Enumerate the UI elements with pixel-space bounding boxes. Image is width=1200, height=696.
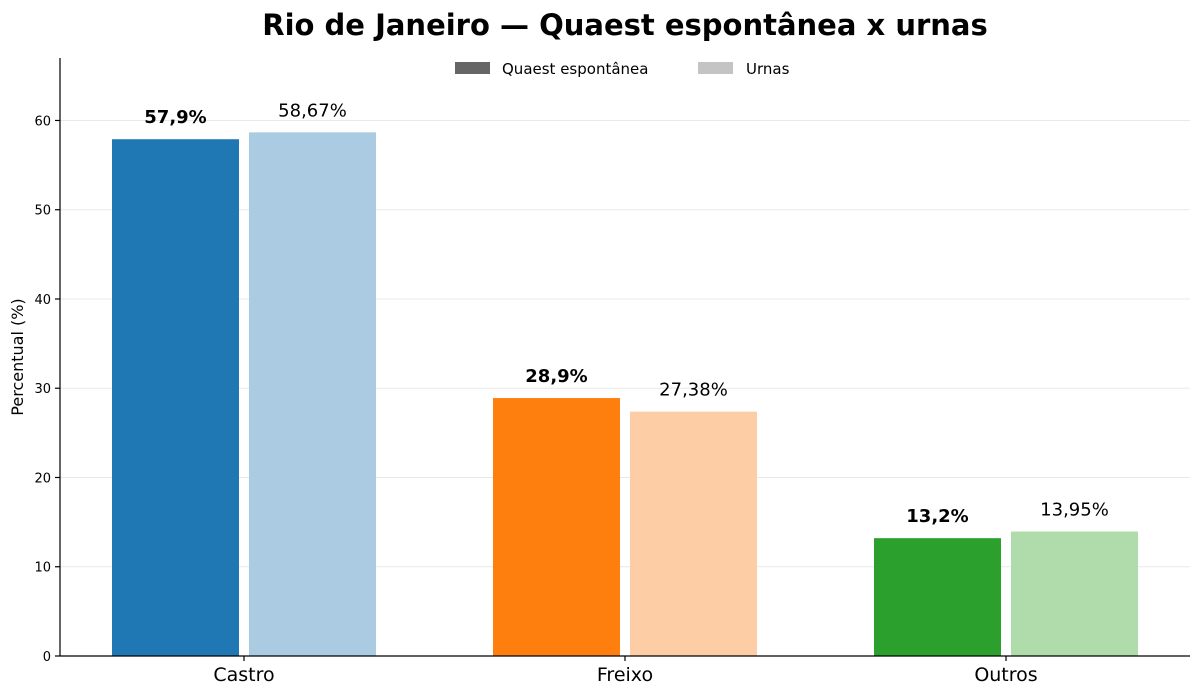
data-label: 27,38% xyxy=(659,380,728,401)
chart-title: Rio de Janeiro — Quaest espontânea x urn… xyxy=(262,8,988,42)
y-tick-label: 50 xyxy=(34,204,51,219)
legend: Quaest espontânea Urnas xyxy=(455,60,790,78)
bar-castro-quaest xyxy=(112,139,239,657)
data-label: 57,9% xyxy=(144,107,206,128)
data-label: 28,9% xyxy=(525,366,587,387)
y-tick-label: 30 xyxy=(34,382,51,397)
y-tick-label: 60 xyxy=(34,114,51,129)
bar-outros-urnas xyxy=(1011,531,1138,656)
legend-label: Urnas xyxy=(746,60,790,78)
data-labels-layer: 57,9% 58,67% 28,9% 27,38% 13,2% 13,95% xyxy=(144,100,1109,527)
grid-layer xyxy=(60,119,1190,568)
bar-freixo-quaest xyxy=(493,398,620,656)
y-tick-label: 40 xyxy=(34,293,51,308)
x-tick-label: Castro xyxy=(213,664,274,686)
x-tick-label: Outros xyxy=(974,664,1037,686)
y-ticks-layer: 0 10 20 30 40 50 60 xyxy=(34,114,60,665)
bar-freixo-urnas xyxy=(630,411,757,656)
y-tick-label: 10 xyxy=(34,561,51,576)
data-label: 13,95% xyxy=(1040,499,1109,520)
y-tick-label: 20 xyxy=(34,471,51,486)
x-tick-label: Freixo xyxy=(597,664,653,686)
legend-swatch xyxy=(455,62,490,74)
data-label: 13,2% xyxy=(906,506,968,527)
legend-label: Quaest espontânea xyxy=(502,60,648,78)
y-axis-label: Percentual (%) xyxy=(8,298,27,415)
bar-castro-urnas xyxy=(249,132,376,656)
data-label: 58,67% xyxy=(278,100,347,121)
bars-layer xyxy=(112,132,1138,657)
legend-swatch xyxy=(698,62,733,74)
x-ticks-layer: Castro Freixo Outros xyxy=(213,656,1038,686)
y-tick-label: 0 xyxy=(43,650,51,665)
bar-outros-quaest xyxy=(874,538,1001,656)
